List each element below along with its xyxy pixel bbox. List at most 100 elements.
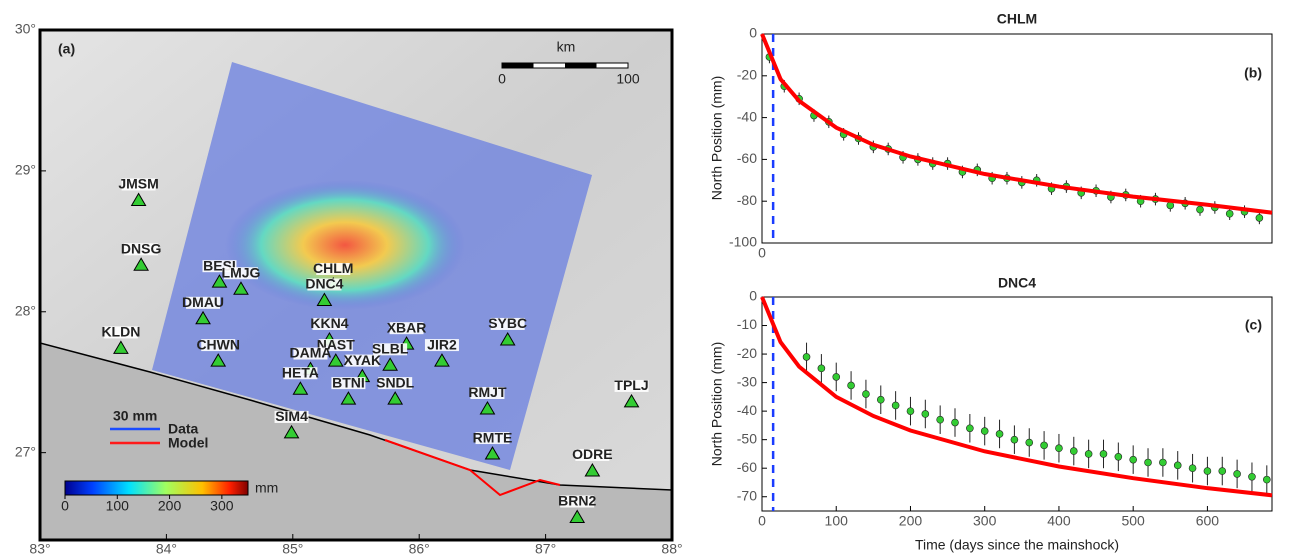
x-tick-label: 500 [1121, 513, 1145, 529]
station-label: TPLJ [614, 377, 648, 393]
station-label: DMAU [182, 294, 224, 310]
station-label-box [312, 317, 347, 330]
y-tick-label: -40 [737, 402, 757, 418]
colorbar-unit: mm [255, 480, 278, 496]
data-point [1233, 470, 1241, 478]
y-tick-label: -40 [737, 108, 757, 124]
colorbar [64, 480, 249, 496]
scale-tick-label: 0 [498, 71, 506, 87]
station-label-box [575, 448, 610, 461]
y-tick-label: 27° [15, 443, 36, 459]
station-label-box [223, 267, 258, 280]
station-label: SNDL [376, 374, 415, 390]
model-line [760, 33, 1273, 215]
y-tick-label: -80 [737, 192, 757, 208]
station-label-box [389, 322, 424, 335]
data-point [980, 427, 989, 435]
station-label: XYAK [344, 352, 382, 368]
data-point [1069, 447, 1078, 455]
data-point [1114, 452, 1123, 461]
data-point [936, 415, 944, 424]
data-point [1196, 205, 1204, 214]
station-label: RMJT [468, 384, 507, 400]
station [292, 381, 309, 395]
data-point [1188, 464, 1197, 473]
y-axis-label: North Position (mm) [709, 342, 725, 466]
station-label: BTNI [332, 374, 365, 390]
panel-label: (c) [1245, 317, 1262, 333]
data-point [832, 373, 841, 381]
station [382, 357, 398, 371]
data-point [802, 353, 811, 361]
map-frame [38, 28, 674, 542]
station-label: SLBL [372, 341, 409, 357]
x-tick-label: 0 [758, 513, 766, 529]
data-point [817, 364, 826, 373]
station [484, 446, 501, 460]
station-label: DAMA [289, 345, 331, 361]
station-label: SIM4 [275, 408, 308, 424]
station-label: CHWN [196, 336, 240, 352]
station [327, 353, 344, 367]
station [479, 400, 496, 415]
scale-bar-segment [565, 63, 597, 68]
model-line [760, 296, 1273, 498]
data-point [1225, 209, 1234, 218]
station-label-box [331, 377, 366, 390]
colorbar-tick-label: 100 [106, 498, 130, 514]
x-tick-label: 400 [1047, 513, 1071, 529]
y-tick-label: -60 [737, 150, 757, 166]
legend-label: Data [168, 421, 199, 437]
chart-title: DNC4 [998, 275, 1036, 291]
colorbar-tick-label: 0 [61, 498, 69, 514]
plot-frame [761, 296, 1273, 512]
data-point [1084, 450, 1093, 458]
station-label-box [121, 178, 156, 191]
station-label-box [307, 278, 342, 291]
station [434, 353, 450, 367]
data-point [1040, 441, 1048, 450]
data-point [876, 395, 885, 404]
y-tick-label: -30 [737, 373, 757, 389]
plot-frame [761, 33, 1273, 244]
data-point [1255, 214, 1264, 222]
y-axis-label: North Position (mm) [709, 76, 725, 200]
y-tick-label: 30° [15, 21, 36, 37]
station-label-box [345, 354, 380, 367]
data-point [921, 410, 930, 418]
station-label: KKN4 [310, 315, 348, 331]
x-tick-label: 88° [661, 541, 682, 556]
station-label: HETA [282, 364, 319, 380]
station-label: DNSG [121, 240, 162, 256]
station [211, 274, 228, 288]
station [133, 257, 149, 271]
station-label-box [103, 326, 138, 339]
station-label-box [560, 495, 595, 508]
colorbar-tick-label: 200 [158, 498, 182, 514]
station [113, 340, 129, 354]
station [499, 331, 516, 346]
x-tick-label: 83° [29, 541, 50, 556]
station [340, 391, 357, 405]
data-point [1173, 461, 1182, 470]
x-tick-label: 85° [282, 541, 303, 556]
data-point [891, 401, 900, 410]
x-tick-label: 0 [758, 245, 766, 261]
scale-bar-segment [502, 63, 534, 68]
data-point [1010, 435, 1019, 444]
data-point [1263, 475, 1271, 484]
y-tick-label: 0 [749, 25, 757, 41]
station-label: JIR2 [427, 336, 457, 352]
station-label: DNC4 [305, 276, 343, 292]
data-point [951, 418, 959, 427]
station-label-box [470, 386, 505, 399]
station-label-box [293, 347, 328, 360]
y-tick-label: 29° [15, 162, 36, 178]
data-point [966, 424, 974, 433]
station [130, 192, 147, 206]
station [387, 391, 404, 405]
station-label-box [186, 296, 221, 309]
data-point [1055, 444, 1063, 453]
station-label-box [316, 263, 351, 275]
colorbar-tick-label: 300 [210, 498, 234, 514]
